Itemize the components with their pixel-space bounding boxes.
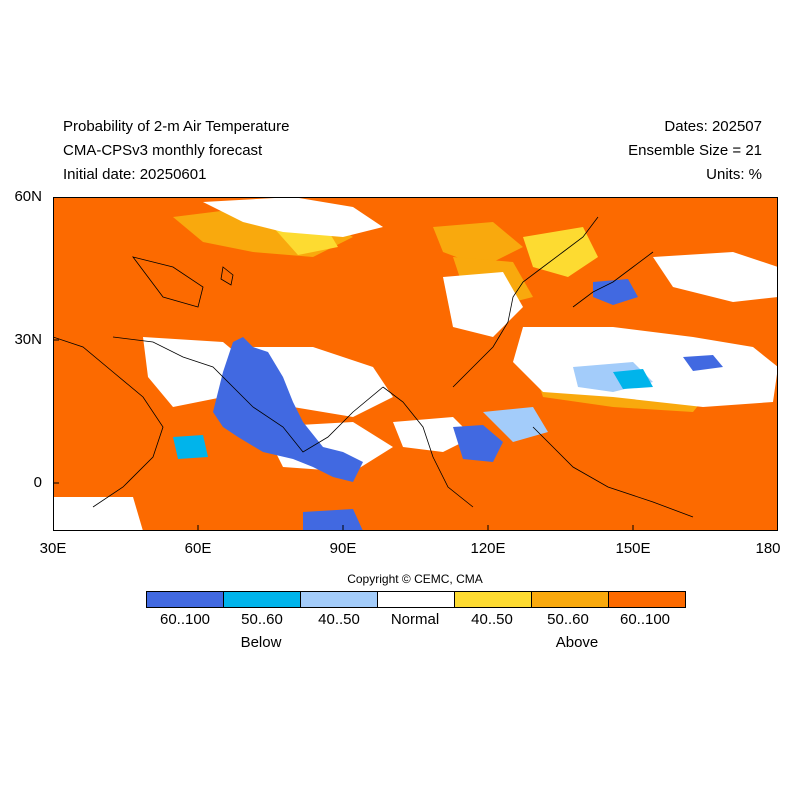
- copyright-label: Copyright © CEMC, CMA: [347, 572, 483, 586]
- legend-label-above-50-60: 50..60: [547, 611, 589, 628]
- below-60-100-regions: [213, 279, 723, 531]
- lat-tick-30n: 30N: [14, 331, 42, 348]
- legend-label-below-40-50: 40..50: [318, 611, 360, 628]
- legend-label-above-40-50: 40..50: [471, 611, 513, 628]
- coastline-africa-east: [53, 336, 164, 508]
- lat-tick-60n: 60N: [14, 188, 42, 205]
- legend-swatch-above-40-50: [455, 592, 532, 607]
- legend-colorbar: [146, 591, 686, 608]
- legend-label-below-50-60: 50..60: [241, 611, 283, 628]
- region-east-china-normal: [443, 272, 523, 337]
- region-south-indian-below-high: [303, 509, 363, 531]
- legend-label-above-60-100: 60..100: [619, 611, 671, 628]
- units-label: Units: %: [706, 166, 762, 183]
- axis-ticks: [53, 197, 778, 531]
- legend-swatch-below-50-60: [224, 592, 301, 607]
- coastlines: [53, 216, 694, 518]
- map-plot-area: [53, 197, 778, 531]
- legend-swatch-normal: [378, 592, 455, 607]
- region-pacific-below-mid: [613, 369, 653, 389]
- legend-swatch-below-40-50: [301, 592, 378, 607]
- coastline-burma-malaya: [382, 386, 474, 508]
- coastline-china-east: [452, 216, 599, 388]
- legend-label-below-60-100: 60..100: [159, 611, 211, 628]
- region-arabian-sea-below-high: [213, 337, 363, 482]
- map-frame: [53, 197, 778, 531]
- lon-tick-180: 180: [755, 540, 781, 557]
- legend-group-above: Above: [555, 634, 599, 651]
- region-japan-below-high: [593, 279, 638, 305]
- lon-tick-30e: 30E: [39, 540, 67, 557]
- coastline-caspian-sea: [132, 256, 204, 308]
- region-bay-of-bengal-south-normal: [393, 417, 473, 452]
- below-50-60-regions: [173, 369, 653, 459]
- coastline-arabia-india: [112, 336, 384, 453]
- title-line-1: Probability of 2-m Air Temperature: [63, 118, 290, 135]
- region-africa-normal: [53, 497, 143, 531]
- legend-label-normal: Normal: [390, 611, 440, 628]
- legend-swatch-above-50-60: [532, 592, 609, 607]
- coastline-aral-sea: [220, 266, 234, 286]
- region-philippine-sea-below-high: [453, 425, 503, 462]
- coastline-indonesia: [532, 426, 694, 518]
- title-line-3: Initial date: 20250601: [63, 166, 207, 183]
- lon-tick-150e: 150E: [615, 540, 651, 557]
- region-somalia-below-mid: [173, 435, 208, 459]
- ensemble-size-label: Ensemble Size = 21: [628, 142, 762, 159]
- region-north-pacific-normal: [653, 252, 778, 302]
- region-mongolia-above-mid: [433, 222, 523, 267]
- coastline-japan: [572, 251, 654, 308]
- lon-tick-60e: 60E: [184, 540, 212, 557]
- legend-swatch-above-60-100: [609, 592, 685, 607]
- legend-group-below: Below: [240, 634, 282, 651]
- legend-swatch-below-60-100: [147, 592, 224, 607]
- lon-tick-90e: 90E: [329, 540, 357, 557]
- lat-tick-0: 0: [33, 474, 42, 491]
- title-line-2: CMA-CPSv3 monthly forecast: [63, 142, 263, 159]
- lon-tick-120e: 120E: [470, 540, 506, 557]
- region-siberia-normal: [203, 197, 383, 237]
- region-central-pacific-below-high: [683, 355, 723, 371]
- dates-label: Dates: 202507: [664, 118, 762, 135]
- region-sea-below-low: [483, 407, 548, 442]
- probability-map: [53, 197, 778, 531]
